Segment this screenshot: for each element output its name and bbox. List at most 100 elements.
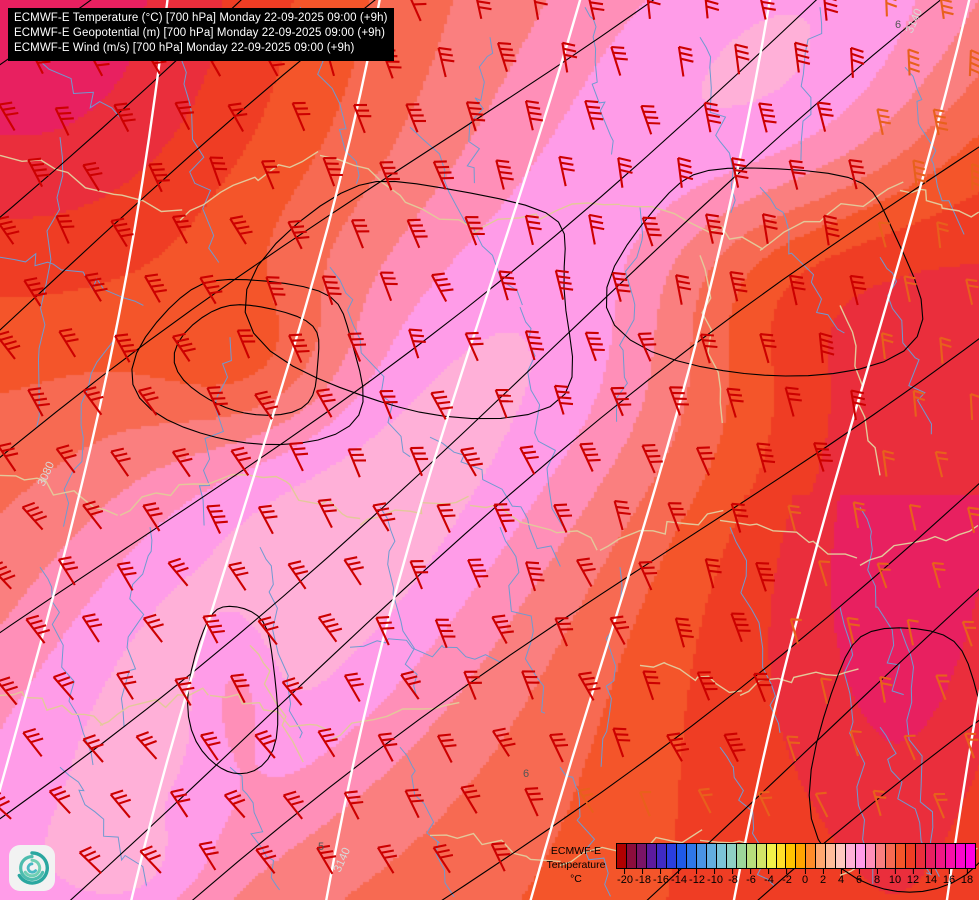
barb-feather: [676, 280, 691, 285]
barb-feather: [153, 289, 167, 294]
temperature-contour: [244, 180, 574, 420]
colorbar-swatch: [806, 844, 817, 868]
barb-feather: [383, 854, 398, 859]
wind-barb: [137, 386, 159, 416]
barb-feather: [139, 845, 153, 853]
barb-shaft: [229, 675, 246, 704]
barb-feather: [324, 281, 338, 284]
barb-feather: [468, 106, 482, 111]
colorbar-tick: 4: [838, 869, 844, 886]
cyclone-spiral-logo[interactable]: [9, 845, 55, 891]
barb-feather: [400, 670, 414, 676]
barb-feather: [261, 400, 275, 406]
temperature-contour: [0, 0, 942, 820]
barb-feather: [967, 506, 979, 511]
barb-feather: [498, 514, 513, 517]
barb-feather: [26, 614, 40, 621]
wind-barb: [316, 844, 337, 875]
barb-feather: [504, 287, 518, 291]
wind-barb: [496, 42, 517, 73]
barb-shaft: [169, 791, 189, 818]
barb-feather: [461, 784, 475, 789]
barb-feather: [120, 343, 134, 348]
colorbar-tick: -18: [635, 869, 651, 886]
river-line: [519, 307, 564, 527]
barb-feather: [178, 225, 192, 229]
wind-barb: [287, 219, 310, 250]
barb-feather: [638, 332, 652, 335]
barb-feather: [412, 340, 426, 343]
barb-feather: [231, 107, 245, 112]
barb-shaft: [171, 336, 191, 362]
wind-barb: [788, 159, 806, 190]
barb-shaft: [646, 0, 651, 20]
wind-barb: [236, 329, 256, 359]
barb-feather: [531, 578, 545, 582]
barb-feather: [788, 504, 800, 509]
wind-barb: [760, 0, 776, 20]
wind-barb: [849, 730, 862, 757]
wind-barb: [784, 386, 802, 417]
barb-feather: [175, 219, 189, 224]
colorbar-tick: -14: [671, 869, 687, 886]
barb-feather: [136, 731, 149, 738]
barb-feather: [214, 520, 228, 524]
barb-feather: [150, 283, 164, 288]
barb-feather: [763, 344, 777, 348]
barb-feather: [706, 5, 720, 12]
barb-feather: [525, 787, 539, 790]
barb-feather: [613, 620, 627, 625]
barb-feather: [171, 562, 185, 569]
barb-feather: [1, 681, 15, 688]
wind-barb: [704, 213, 724, 244]
barb-feather: [324, 738, 338, 743]
barb-shaft: [257, 506, 274, 535]
barb-feather: [499, 270, 513, 274]
barb-shaft: [288, 443, 304, 472]
barb-shaft: [788, 160, 799, 190]
barb-feather: [322, 275, 336, 279]
barb-feather: [282, 677, 296, 684]
barb-feather: [646, 228, 660, 231]
wind-barb: [849, 46, 865, 78]
barb-feather: [344, 556, 358, 561]
colorbar-swatch: [876, 844, 887, 868]
barb-feather: [413, 2, 427, 6]
barb-feather: [496, 508, 510, 512]
barb-feather: [942, 10, 954, 16]
wind-barb: [379, 161, 400, 191]
barb-feather: [0, 565, 8, 571]
barb-shaft: [206, 387, 221, 416]
barb-shaft: [849, 730, 860, 757]
wind-barb: [907, 48, 921, 76]
barb-feather: [644, 449, 658, 453]
wind-barb: [54, 106, 74, 136]
barb-feather: [117, 457, 131, 463]
temperature-contour: [605, 167, 924, 377]
barb-shaft: [0, 682, 18, 706]
barb-feather: [641, 104, 655, 108]
colorbar-swatch: [856, 844, 867, 868]
barb-feather: [407, 680, 421, 686]
barb-shaft: [758, 103, 768, 133]
barb-shaft: [347, 333, 362, 362]
barb-feather: [731, 276, 745, 281]
barb-shaft: [521, 671, 534, 700]
barb-shaft: [21, 506, 44, 531]
colorbar-swatch: [826, 844, 837, 868]
barb-feather: [586, 105, 600, 109]
barb-feather: [494, 503, 508, 506]
barb-shaft: [142, 505, 161, 532]
barb-feather: [698, 787, 710, 791]
wind-barb: [882, 449, 895, 477]
barb-shaft: [287, 221, 303, 250]
temperature-contour: [69, 146, 979, 900]
barb-feather: [525, 561, 540, 565]
barb-feather: [0, 796, 6, 801]
colorbar-swatch: [786, 844, 797, 868]
barb-feather: [53, 671, 67, 679]
wind-barb: [533, 0, 548, 20]
colorbar-tick-label: 12: [906, 874, 920, 886]
admin-border-line: [899, 188, 979, 218]
barb-feather: [562, 41, 576, 47]
